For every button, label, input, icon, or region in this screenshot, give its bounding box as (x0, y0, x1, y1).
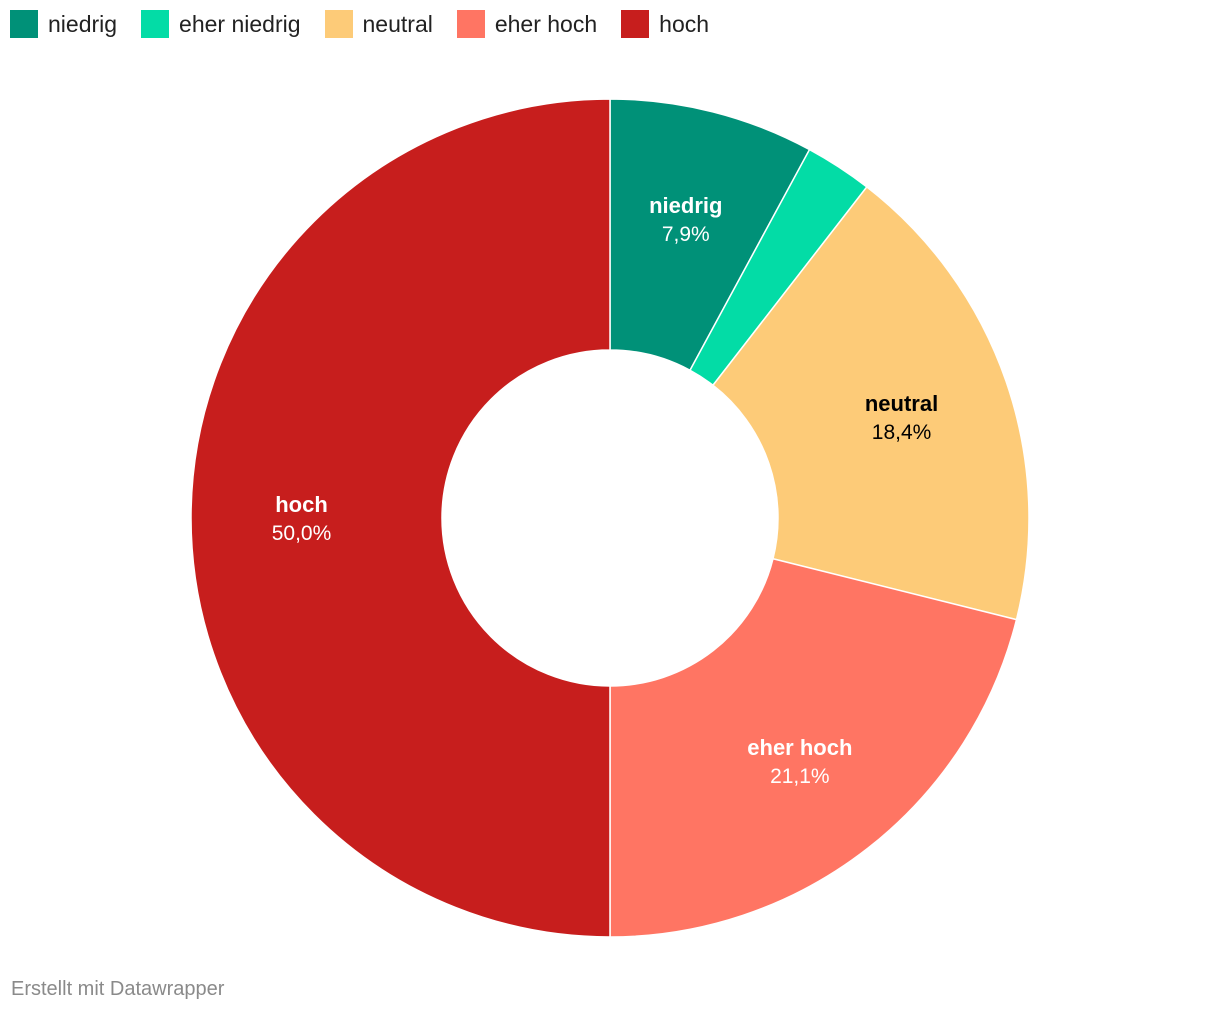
legend-item-eher-niedrig: eher niedrig (141, 10, 301, 38)
legend-item-niedrig: niedrig (10, 10, 117, 38)
legend-label-hoch: hoch (659, 10, 710, 37)
donut-slices (190, 98, 1030, 938)
footer-credit: Erstellt mit Datawrapper (11, 978, 225, 1000)
slice-eher-hoch (609, 557, 1018, 938)
legend-swatch-neutral (324, 10, 353, 38)
slice-value-hoch: 50,0% (272, 522, 332, 545)
legend-item-neutral: neutral (324, 10, 433, 38)
legend-item-hoch: hoch (621, 10, 709, 38)
slice-neutral (711, 185, 1030, 621)
legend-label-niedrig: niedrig (48, 10, 118, 37)
legend-swatch-eher-niedrig (141, 10, 170, 38)
slice-hoch (190, 98, 611, 938)
slice-value-neutral: 18,4% (872, 421, 932, 444)
slice-label-neutral: neutral (865, 391, 938, 416)
legend-label-neutral: neutral (362, 10, 433, 37)
legend-label-eher-niedrig: eher niedrig (179, 10, 301, 37)
slice-label-niedrig: niedrig (649, 193, 722, 218)
slice-label-hoch: hoch (275, 492, 328, 517)
legend-item-eher-hoch: eher hoch (456, 10, 598, 38)
legend-label-eher-hoch: eher hoch (494, 10, 598, 37)
donut-labels: niedrig 7,9% neutral 18,4% eher hoch 21,1% hoc… (272, 193, 939, 788)
legend-swatch-eher-hoch (456, 10, 485, 38)
slice-value-eher-hoch: 21,1% (770, 765, 830, 788)
slice-niedrig (609, 98, 811, 372)
chart-legend: niedrig eher niedrig neutral eher hoch h… (10, 8, 733, 40)
slice-value-niedrig: 7,9% (662, 223, 710, 246)
legend-swatch-niedrig (10, 10, 38, 38)
legend-swatch-hoch (621, 10, 650, 38)
slice-label-eher-hoch: eher hoch (747, 735, 852, 760)
